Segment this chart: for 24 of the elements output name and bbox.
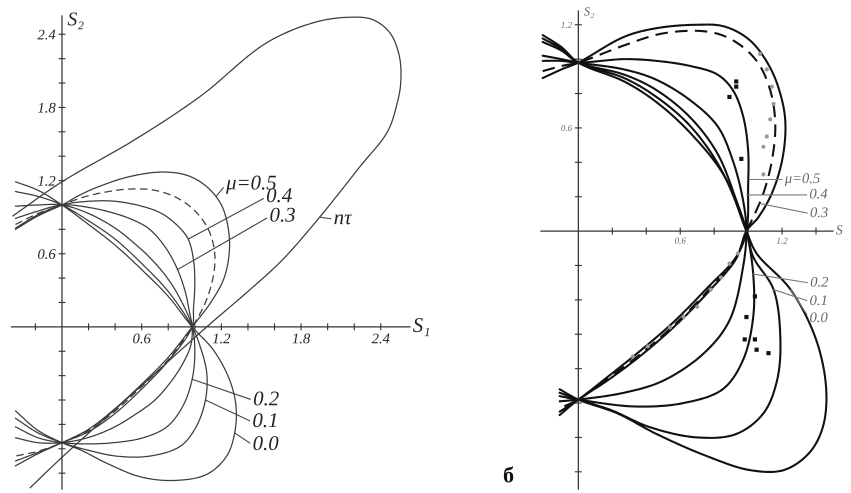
annotation: 0.4 (810, 188, 828, 199)
x-axis-title: S₁ (413, 318, 430, 336)
y-axis-title: S₂ (584, 7, 594, 18)
x-axis-title: S (836, 225, 842, 235)
x-tick-label: 1.2 (212, 334, 230, 344)
y-axis-title: S₂ (68, 12, 84, 30)
text: б (504, 466, 514, 482)
y-tick-label: 2.4 (38, 30, 56, 40)
y-tick-label: 1.8 (38, 102, 56, 113)
annotation: 0.0 (253, 436, 278, 450)
annotation: 0.0 (810, 312, 828, 322)
annotation: 0.3 (270, 208, 295, 222)
annotation: 0.2 (254, 391, 279, 406)
annotation: 0.1 (810, 295, 826, 306)
annotation: nτ (334, 214, 352, 224)
y-tick-label: 0.6 (38, 249, 56, 259)
x-tick-label: 2.4 (372, 334, 390, 344)
y-tick-label: 1.2 (38, 176, 56, 186)
x-tick-label: 0.6 (133, 334, 151, 344)
annotation: 0.3 (810, 207, 828, 218)
annotation: 0.2 (810, 276, 828, 287)
x-tick-label: 1.8 (292, 334, 310, 344)
annotation: μ=0.5 (784, 173, 820, 186)
annotation: 0.1 (253, 413, 276, 428)
